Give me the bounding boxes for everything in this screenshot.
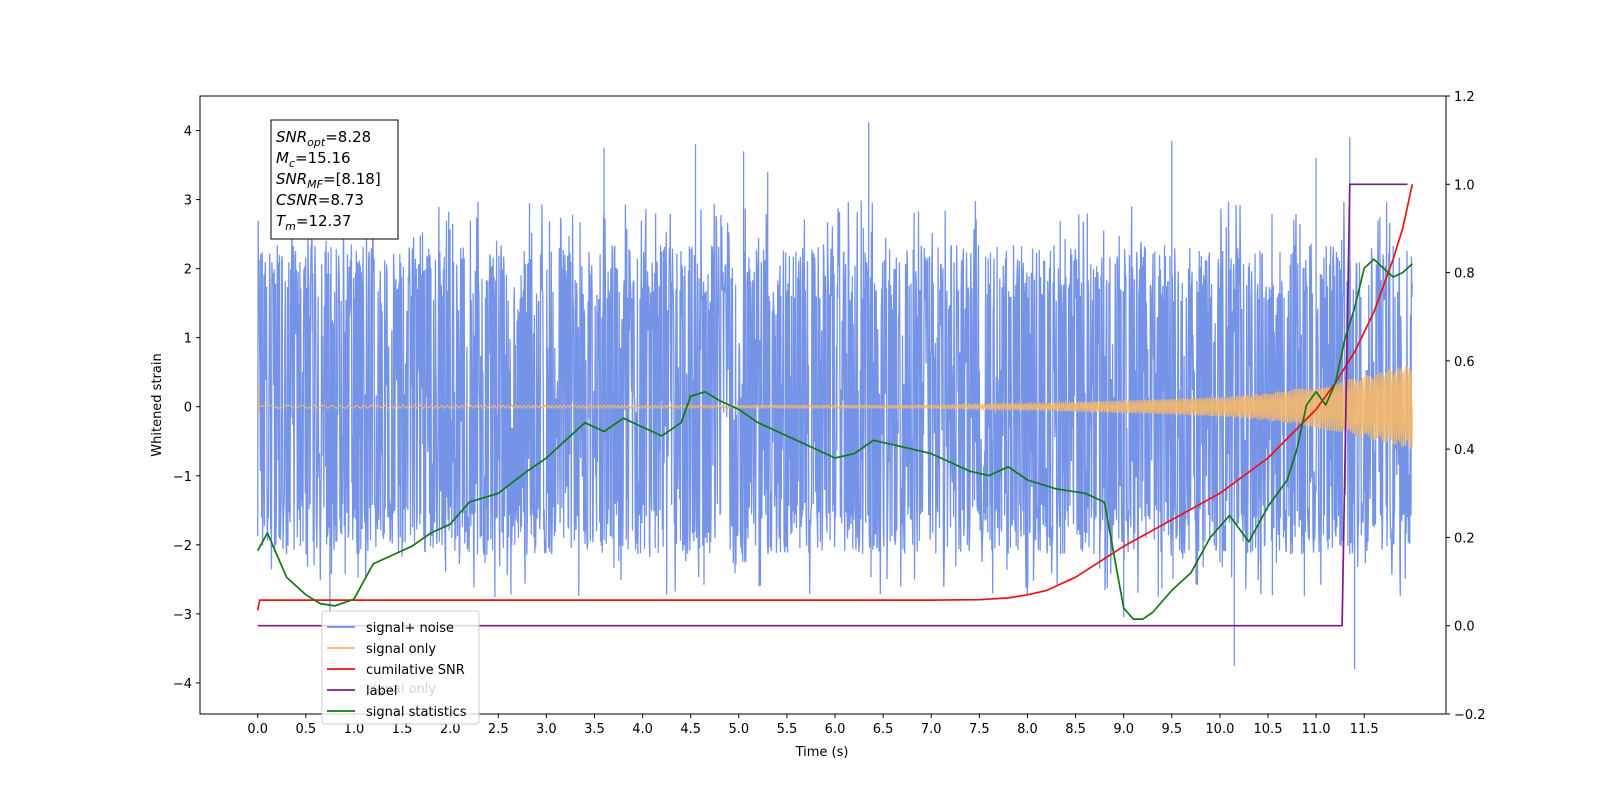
y2-tick-label: 1.2 bbox=[1454, 90, 1475, 105]
annotation-subscript: opt bbox=[307, 136, 326, 149]
x-tick-label: 2.5 bbox=[488, 722, 509, 737]
x-tick-label: 11.0 bbox=[1302, 722, 1331, 737]
x-tick-label: 0.0 bbox=[247, 722, 268, 737]
series-label-line bbox=[257, 183, 1408, 627]
y-axis-label: Whitened strain bbox=[150, 353, 165, 456]
x-tick-label: 0.5 bbox=[295, 722, 316, 737]
legend-frame bbox=[321, 610, 480, 725]
annotation-value: =8.28 bbox=[325, 128, 371, 146]
annotation-value: =8.73 bbox=[318, 191, 364, 209]
legend: signal only signal+ noise signal only cumil… bbox=[321, 610, 480, 725]
x-tick-label: 2.0 bbox=[440, 722, 461, 737]
x-tick-label: 3.5 bbox=[584, 722, 605, 737]
x-tick-label: 8.5 bbox=[1065, 722, 1086, 737]
y2-tick-label: −0.2 bbox=[1454, 708, 1486, 723]
y2-tick-label: 0.4 bbox=[1454, 443, 1475, 458]
y2-tick-label: 0.6 bbox=[1454, 355, 1475, 370]
annotation-line: SNRopt=8.28 bbox=[276, 128, 371, 149]
x-tick-label: 6.5 bbox=[873, 722, 894, 737]
x-tick-label: 9.0 bbox=[1113, 722, 1134, 737]
annotation-line: CSNR=8.73 bbox=[276, 191, 364, 209]
series-cumulative-snr-line bbox=[256, 184, 1414, 611]
parameter-annotation-box: SNRopt=8.28Mc=15.16SNRMF=[8.18]CSNR=8.73… bbox=[270, 119, 399, 240]
y-tick-label: −1 bbox=[173, 470, 192, 485]
y-tick-label: −4 bbox=[173, 677, 192, 692]
y-tick-label: −2 bbox=[173, 539, 192, 554]
y-axis-left: −4 −3 −2 −1 0 1 2 3 4 bbox=[173, 125, 200, 692]
annotation-line: SNRMF=[8.18] bbox=[276, 170, 381, 191]
annotation-value: =15.16 bbox=[295, 149, 351, 167]
legend-label: signal+ noise bbox=[366, 621, 454, 636]
y2-tick-label: 1.0 bbox=[1454, 178, 1475, 193]
annotation-symbol: CSNR bbox=[276, 191, 318, 209]
y-tick-label: 1 bbox=[184, 332, 192, 347]
legend-label: label bbox=[366, 684, 397, 699]
annotation-symbol: SNR bbox=[276, 128, 307, 146]
series-signal-statistics-line bbox=[256, 258, 1413, 620]
x-tick-label: 5.0 bbox=[728, 722, 749, 737]
annotation-symbol: SNR bbox=[276, 170, 307, 188]
annotation-symbol: T bbox=[276, 212, 287, 230]
x-tick-label: 10.5 bbox=[1254, 722, 1283, 737]
y-tick-label: 0 bbox=[184, 401, 192, 416]
x-tick-label: 7.5 bbox=[969, 722, 990, 737]
x-tick-label: 6.0 bbox=[825, 722, 846, 737]
legend-label: cumilative SNR bbox=[366, 663, 465, 678]
x-tick-label: 9.5 bbox=[1161, 722, 1182, 737]
x-tick-label: 7.0 bbox=[921, 722, 942, 737]
x-tick-label: 1.5 bbox=[392, 722, 413, 737]
plot-frame bbox=[199, 95, 1447, 715]
x-tick-label: 11.5 bbox=[1350, 722, 1379, 737]
x-tick-label: 8.0 bbox=[1017, 722, 1038, 737]
y-tick-label: 3 bbox=[184, 194, 192, 209]
y2-tick-label: 0.0 bbox=[1454, 620, 1475, 635]
x-tick-label: 5.5 bbox=[777, 722, 798, 737]
series-signal-noise-line bbox=[257, 122, 1413, 670]
annotation-subscript: MF bbox=[307, 178, 323, 191]
x-axis-label: Time (s) bbox=[795, 745, 849, 760]
x-tick-label: 4.5 bbox=[680, 722, 701, 737]
annotation-value: =[8.18] bbox=[323, 170, 381, 188]
x-tick-label: 3.0 bbox=[536, 722, 557, 737]
series-layer bbox=[256, 122, 1414, 670]
x-tick-label: 4.0 bbox=[632, 722, 653, 737]
annotation-symbol: M bbox=[276, 149, 289, 167]
annotation-subscript: m bbox=[285, 220, 296, 233]
x-axis: 0.0 0.5 1.0 1.5 2.0 2.5 3.0 3.5 4.0 4.5 5.0 5.5 6.0 6… bbox=[247, 714, 1379, 737]
legend-label: signal only bbox=[366, 642, 436, 657]
y-axis-right: −0.2 0.0 0.2 0.4 0.6 0.8 1.0 1.2 bbox=[1446, 90, 1486, 723]
x-tick-label: 1.0 bbox=[344, 722, 365, 737]
y-tick-label: 2 bbox=[184, 263, 192, 278]
annotation-line: Mc=15.16 bbox=[276, 149, 351, 170]
x-tick-label: 10.0 bbox=[1205, 722, 1234, 737]
annotation-line: Tm=12.37 bbox=[276, 212, 351, 233]
annotation-subscript: c bbox=[289, 157, 295, 170]
y2-tick-label: 0.2 bbox=[1454, 531, 1475, 546]
legend-label: signal statistics bbox=[366, 705, 467, 720]
series-signal-only-line bbox=[257, 365, 1413, 449]
annotation-box-frame bbox=[270, 119, 399, 240]
y-tick-label: −3 bbox=[173, 608, 192, 623]
legend-hidden-label: signal only bbox=[366, 682, 436, 697]
y2-tick-label: 0.8 bbox=[1454, 267, 1475, 282]
y-tick-label: 4 bbox=[184, 125, 192, 140]
annotation-value: =12.37 bbox=[296, 212, 352, 230]
